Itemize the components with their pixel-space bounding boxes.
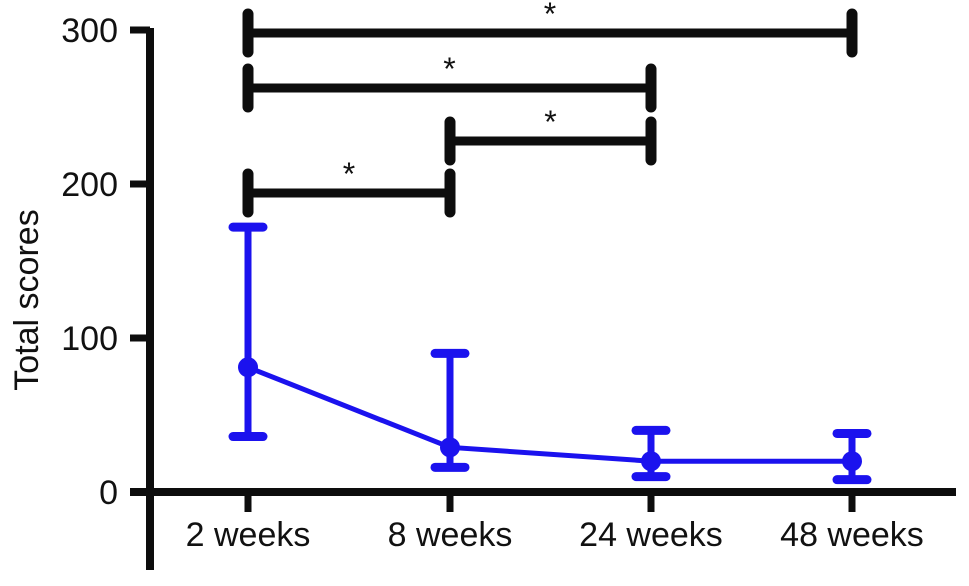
data-series: [228, 222, 872, 485]
x-tick-label: 24 weeks: [579, 516, 723, 554]
y-tick-label: 0: [99, 474, 118, 512]
data-point-marker: [842, 451, 862, 472]
x-tick-label: 2 weeks: [186, 516, 311, 554]
data-point-marker: [238, 357, 258, 378]
data-point-marker: [440, 437, 460, 458]
y-tick-label: 100: [61, 320, 118, 358]
x-tick-label: 8 weeks: [388, 516, 513, 554]
x-tick-label: 48 weeks: [780, 516, 924, 554]
axes: [130, 26, 956, 570]
sig-asterisk: *: [544, 104, 556, 140]
y-axis-title: Total scores: [8, 209, 46, 390]
sig-asterisk: *: [343, 156, 355, 192]
y-tick-label: 200: [61, 166, 118, 204]
series-line: [247, 364, 852, 464]
data-point-marker: [641, 451, 661, 472]
significance-brackets: * * * *: [242, 0, 858, 218]
axis-labels: 0 100 200 300 2 weeks 8 weeks 24 weeks 48 weeks…: [8, 12, 924, 554]
y-tick-label: 300: [61, 12, 118, 50]
sig-asterisk: *: [443, 51, 455, 87]
sig-asterisk: *: [544, 0, 556, 32]
